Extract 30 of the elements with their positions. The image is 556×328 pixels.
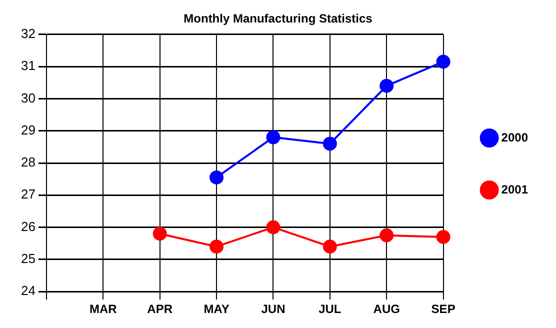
point (322, 240, 337, 254)
legend-label: 2000 (501, 130, 528, 144)
x-tick-label: MAR (89, 302, 118, 316)
point (436, 54, 450, 69)
x-tick-label: JUN (261, 302, 286, 316)
point (210, 240, 224, 254)
x-tick-label: SEP (431, 302, 456, 316)
point (380, 228, 394, 242)
x-tick-label: JUL (318, 302, 342, 316)
y-tick-label: 24 (20, 283, 36, 298)
x-tick-label: APR (147, 302, 173, 316)
point (152, 226, 167, 241)
point (210, 170, 224, 184)
y-tick-label: 30 (20, 90, 36, 106)
y-tick-label: 26 (20, 218, 36, 234)
point (266, 220, 280, 234)
point (380, 78, 394, 93)
y-tick-label: 25 (20, 251, 36, 266)
point (436, 230, 450, 244)
point (266, 130, 280, 144)
y-tick-label: 29 (20, 122, 36, 138)
y-tick-label: 28 (20, 154, 36, 170)
y-tick-label: 27 (20, 186, 36, 202)
point (322, 136, 337, 151)
y-tick-label: 31 (20, 58, 36, 74)
chart-title: Monthly Manufacturing Statistics (184, 12, 373, 26)
x-tick-label: AUG (373, 302, 400, 316)
legend-label: 2001 (501, 182, 528, 196)
y-tick-label: 32 (20, 26, 36, 41)
x-tick-label: MAY (204, 302, 230, 316)
